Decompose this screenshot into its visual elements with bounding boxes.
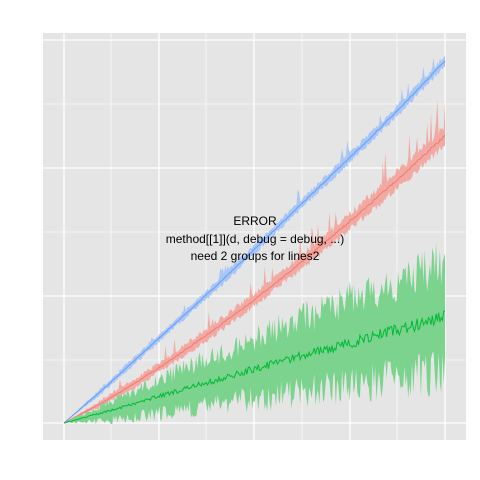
error-line-2: method[[1]](d, debug = debug, ...) [166,232,344,246]
series-line-1 [63,134,446,424]
series-layer [63,55,446,425]
error-line-3: need 2 groups for lines2 [191,249,320,263]
series-line-0 [63,60,446,424]
series-band-2 [64,242,445,425]
error-line-1: ERROR [233,214,277,228]
series-line-2 [63,310,445,424]
error-annotation: ERROR method[[1]](d, debug = debug, ...)… [166,214,344,263]
